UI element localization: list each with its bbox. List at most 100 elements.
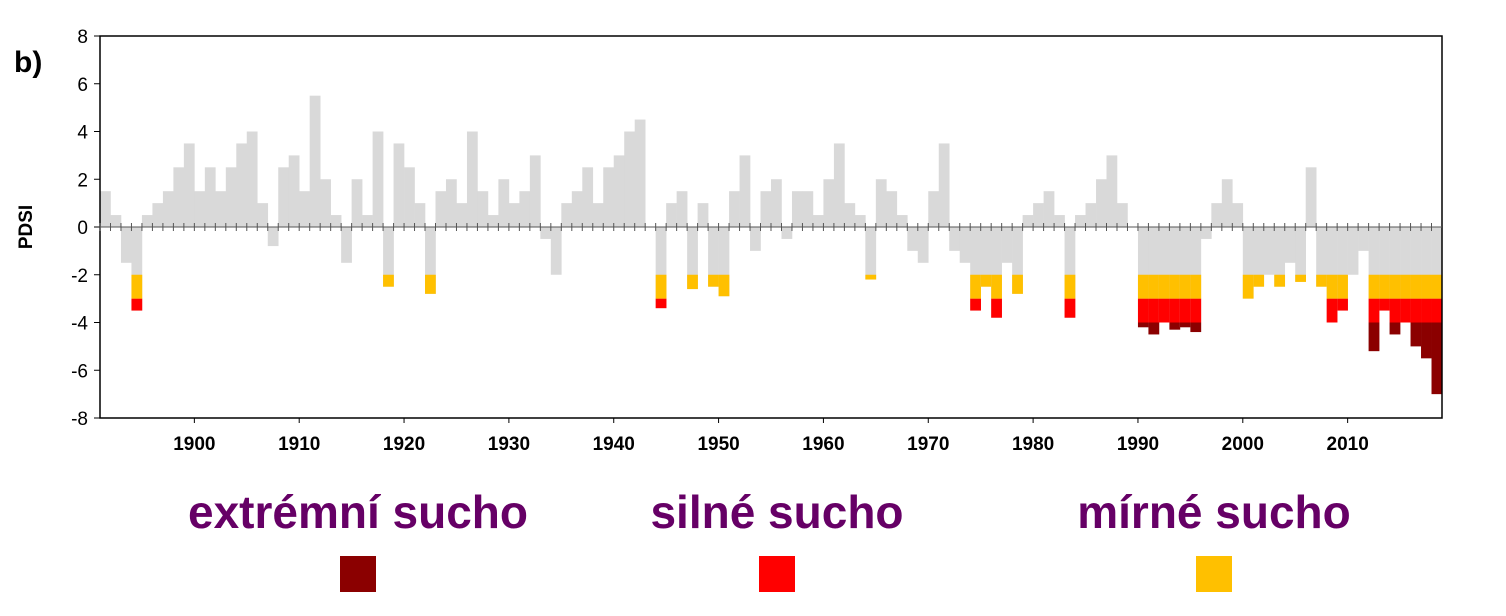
drought-segment [1368, 274, 1380, 299]
drought-segment [1137, 298, 1149, 323]
drought-segment [687, 274, 698, 290]
legend-label: extrémní sucho [188, 486, 528, 538]
y-tick-label: 0 [77, 218, 88, 239]
drought-segment [1179, 274, 1191, 299]
bar [697, 203, 709, 227]
bar [750, 227, 761, 251]
bar [729, 191, 740, 227]
drought-segment [425, 274, 436, 294]
drought-segment [1368, 298, 1380, 323]
bar [561, 203, 573, 227]
legend-swatch [340, 556, 376, 592]
bar [739, 155, 751, 227]
drought-segment [1253, 274, 1265, 287]
bar [351, 179, 363, 227]
legend-swatch [759, 556, 795, 592]
drought-segment [131, 274, 143, 299]
bar [1242, 227, 1254, 299]
x-tick-label: 1900 [173, 434, 215, 455]
bar [183, 143, 195, 227]
x-tick-label: 1940 [593, 434, 635, 455]
bar [215, 191, 227, 227]
bar [362, 215, 373, 227]
x-tick-label: 2000 [1222, 434, 1264, 455]
bar [959, 227, 971, 263]
bar [120, 227, 132, 263]
bar [938, 143, 950, 227]
bar [1263, 227, 1275, 275]
drought-segment [1137, 274, 1149, 299]
bar [498, 179, 510, 227]
bar [791, 191, 803, 227]
bar [393, 143, 405, 227]
bar [435, 191, 447, 227]
drought-segment [991, 274, 1002, 299]
bar [404, 167, 415, 227]
bar [1085, 203, 1097, 227]
drought-segment [718, 274, 730, 297]
bar [624, 131, 636, 227]
bar [1379, 227, 1390, 311]
bar [131, 227, 143, 311]
drought-segment [1421, 274, 1432, 299]
bar [445, 179, 457, 227]
bar [634, 119, 646, 227]
bar [833, 143, 845, 227]
x-tick-label: 1910 [278, 434, 320, 455]
bar [267, 227, 279, 247]
bar [928, 191, 940, 227]
x-tick-label: 1950 [697, 434, 739, 455]
bar [613, 155, 625, 227]
y-tick-label: -4 [71, 314, 88, 335]
bar [194, 191, 206, 227]
bar [1054, 215, 1065, 227]
bar [1347, 227, 1359, 275]
y-tick-label: 8 [77, 27, 88, 48]
bar [760, 191, 772, 227]
bar [875, 179, 887, 227]
bar [655, 227, 667, 309]
drought-segment [1274, 274, 1286, 287]
bar [917, 227, 929, 263]
drought-segment [1064, 274, 1076, 299]
drought-segment [1326, 298, 1338, 323]
bar [592, 203, 604, 227]
bar [1106, 155, 1118, 227]
drought-segment [1190, 322, 1202, 333]
y-tick-label: 4 [77, 123, 88, 144]
drought-segment [1158, 298, 1170, 323]
drought-segment [865, 274, 877, 280]
bar [100, 191, 111, 227]
drought-segment [1379, 298, 1390, 311]
bar [1253, 227, 1265, 287]
drought-segment [1148, 274, 1160, 299]
bar [970, 227, 981, 311]
bar [687, 227, 698, 290]
bar [236, 143, 248, 227]
drought-segment [1169, 298, 1181, 323]
drought-segment [1389, 274, 1401, 299]
bar [1232, 203, 1244, 227]
bar [1001, 227, 1013, 263]
bar [812, 215, 824, 227]
drought-segment [1421, 322, 1432, 359]
bar [1075, 215, 1086, 227]
y-tick-label: 6 [77, 75, 88, 96]
bar [487, 215, 499, 227]
bar [823, 179, 835, 227]
drought-segment [1337, 274, 1348, 299]
drought-segment [1012, 274, 1023, 294]
bar [1337, 227, 1348, 311]
drought-segment [1379, 274, 1390, 299]
drought-segment [1389, 322, 1401, 335]
bar [141, 215, 153, 227]
bar [1096, 179, 1107, 227]
bar [529, 155, 541, 227]
x-tick-label: 2010 [1327, 434, 1369, 455]
bar [718, 227, 730, 297]
bar [1116, 203, 1128, 227]
bar [1033, 203, 1044, 227]
x-tick-label: 1930 [488, 434, 530, 455]
bar [425, 227, 436, 294]
panel-label: b) [14, 46, 42, 79]
